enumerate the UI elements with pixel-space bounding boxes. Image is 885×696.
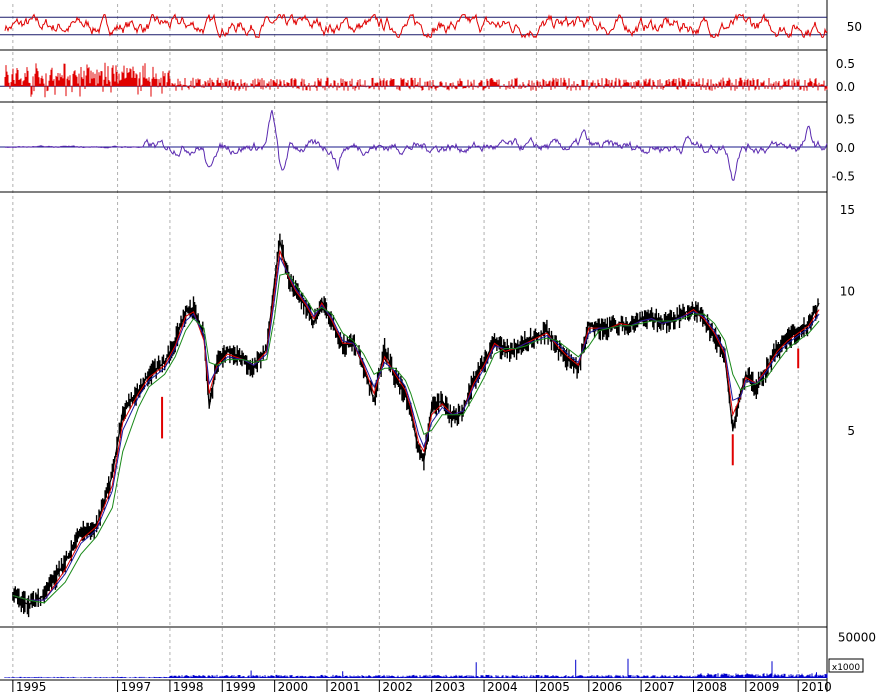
macd-tick-label: -0.5 (832, 170, 855, 184)
rsi-panel: 50 (0, 13, 862, 39)
x-tick-label-2008: 2008 (696, 680, 727, 692)
momentum-bars (4, 62, 828, 98)
x-tick-label-2006: 2006 (592, 680, 623, 692)
macd-line (4, 110, 828, 182)
volume-panel: 50000 x1000 (4, 630, 876, 678)
momentum-tick-label: 0.5 (836, 57, 855, 71)
volume-unit-label: x1000 (832, 663, 861, 673)
x-tick-label-1995: 1995 (16, 680, 47, 692)
x-tick-label-2010: 2010 (801, 680, 832, 692)
x-tick-label-1999: 1999 (225, 680, 256, 692)
x-tick-label-1997: 1997 (121, 680, 152, 692)
rsi-line (4, 13, 828, 39)
momentum-tick-label: 0.0 (836, 80, 855, 94)
x-axis: 1995 1997 1998 1999 2000 2001 2002 2003 2004 2005… (12, 680, 832, 694)
momentum-panel: 0.5 0.0 (0, 57, 855, 98)
price-tick-label: 10 (840, 285, 855, 299)
price-tick-label: 15 (840, 203, 855, 217)
year-gridlines (12, 4, 799, 678)
price-series-2 (12, 255, 820, 601)
x-tick-label-1998: 1998 (173, 680, 204, 692)
price-series-3 (12, 272, 820, 604)
x-tick-label-2000: 2000 (278, 680, 309, 692)
macd-tick-label: 0.0 (836, 141, 855, 155)
x-tick-label-2002: 2002 (382, 680, 413, 692)
rsi-tick-label: 50 (847, 20, 862, 34)
x-tick-label-2009: 2009 (749, 680, 780, 692)
volume-bars (4, 658, 828, 678)
volume-unit-box (828, 658, 864, 673)
x-tick-label-2007: 2007 (644, 680, 675, 692)
x-tick-label-2005: 2005 (539, 680, 570, 692)
price-bars (12, 233, 819, 618)
macd-panel: 0.5 0.0 -0.5 (0, 110, 855, 184)
volume-tick-label: 50000 (838, 630, 876, 644)
x-tick-label-2003: 2003 (435, 680, 466, 692)
x-tick-label-2004: 2004 (487, 680, 518, 692)
price-tick-label: 5 (847, 424, 855, 438)
x-tick-label-2001: 2001 (330, 680, 361, 692)
price-panel: 15 10 5 (12, 203, 855, 618)
macd-tick-label: 0.5 (836, 112, 855, 126)
